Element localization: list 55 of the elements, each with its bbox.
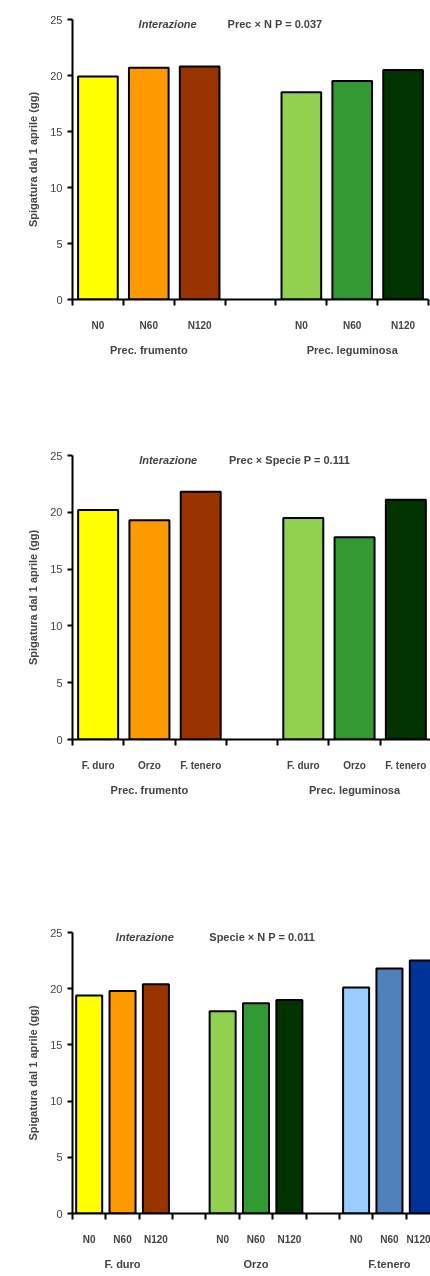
- x-tick-label: N60: [380, 1233, 400, 1245]
- chart-subtitle: Prec × N P = 0.037: [227, 17, 323, 30]
- y-tick-label: 10: [50, 181, 63, 194]
- x-tick-label: N120: [406, 1233, 430, 1245]
- text: F. duro: [104, 1257, 141, 1270]
- text: Prec. leguminosa: [309, 783, 401, 796]
- y-tick-label: 0: [56, 733, 63, 746]
- y-tick-label: 25: [50, 449, 63, 462]
- chart-title: Interazione: [138, 17, 197, 30]
- text: Prec. frumento: [110, 783, 189, 796]
- y-tick-label: 15: [50, 563, 63, 576]
- x-tick-label: N60: [113, 1233, 133, 1245]
- x-tick-label: N120: [277, 1233, 302, 1245]
- text: Prec. frumento: [109, 343, 188, 356]
- x-tick-label: N0: [91, 319, 105, 331]
- y-tick-label: 5: [56, 676, 63, 689]
- text: Orzo: [243, 1257, 269, 1270]
- y-tick-label: 10: [50, 1095, 63, 1108]
- y-tick-label: 15: [50, 125, 63, 138]
- chart-subtitle: Prec × Specie P = 0.111: [228, 453, 350, 466]
- x-tick-label: Orzo: [138, 759, 161, 771]
- x-tick-label: F. duro: [81, 759, 115, 771]
- x-tick-label: N120: [391, 319, 416, 331]
- x-tick-label: N60: [343, 319, 362, 331]
- x-tick-label: N120: [143, 1233, 169, 1245]
- x-tick-label: N0: [82, 1233, 97, 1245]
- x-tick-label: N0: [216, 1233, 230, 1245]
- x-tick-label: Orzo: [343, 759, 366, 771]
- x-tick-label: F. tenero: [385, 759, 427, 771]
- y-tick-label: 25: [50, 926, 63, 939]
- y-tick-label: 0: [56, 1207, 63, 1220]
- x-tick-label: N120: [187, 319, 213, 331]
- y-tick-label: 20: [50, 69, 63, 82]
- chart-title: Interazione: [139, 453, 198, 466]
- y-axis-title: Spigatura dal 1 aprile (gg): [27, 1005, 40, 1141]
- text: Prec. leguminosa: [306, 343, 399, 356]
- y-tick-label: 25: [50, 13, 63, 26]
- y-axis-title: Spigatura dal 1 aprile (gg): [27, 529, 40, 666]
- x-tick-label: N0: [349, 1233, 363, 1245]
- x-tick-label: N60: [139, 319, 159, 331]
- chart-subtitle: Specie × N P = 0.011: [209, 930, 315, 943]
- x-tick-label: F. tenero: [180, 759, 222, 771]
- y-tick-label: 15: [50, 1038, 63, 1051]
- y-tick-label: 20: [50, 506, 63, 519]
- y-tick-label: 5: [56, 237, 63, 250]
- y-tick-label: 20: [50, 982, 63, 995]
- y-tick-label: 0: [56, 293, 63, 306]
- y-tick-label: 10: [50, 619, 63, 632]
- y-axis-title: Spigatura dal 1 aprile (gg): [27, 91, 40, 228]
- text: F.tenero: [368, 1257, 411, 1270]
- x-tick-label: F. duro: [286, 759, 320, 771]
- x-tick-label: N60: [246, 1233, 266, 1245]
- y-tick-label: 5: [56, 1151, 63, 1164]
- chart-title: Interazione: [115, 930, 174, 943]
- x-tick-label: N0: [294, 319, 309, 331]
